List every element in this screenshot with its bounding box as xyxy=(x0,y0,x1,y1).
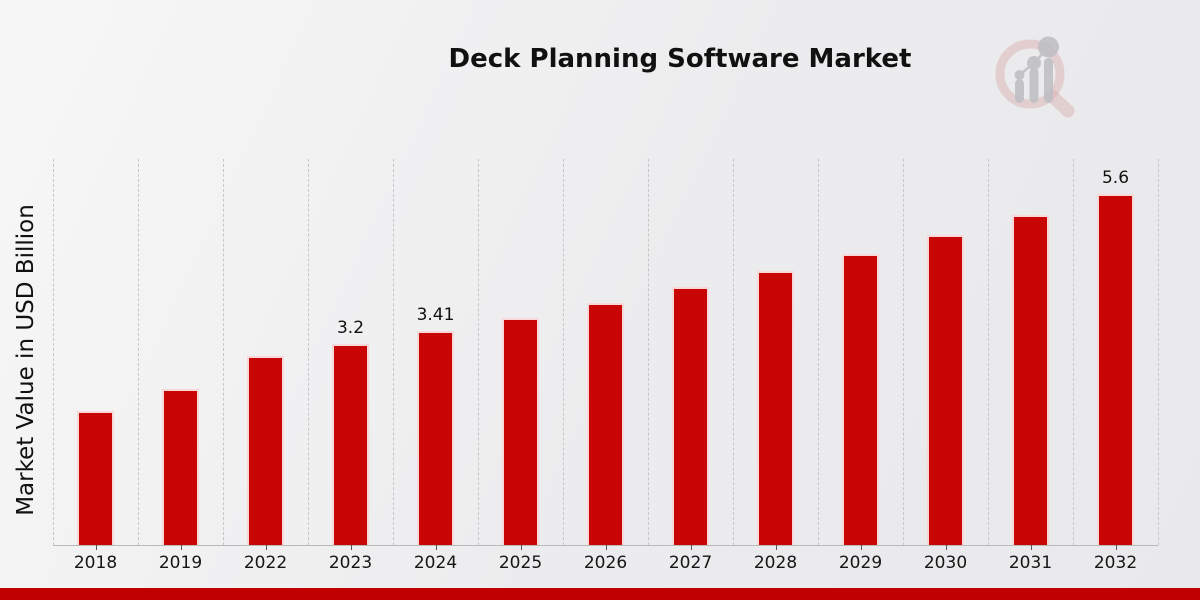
x-axis-tick-label: 2024 xyxy=(413,553,458,573)
gridline xyxy=(988,159,989,545)
gridline xyxy=(393,159,394,545)
bar-2023 xyxy=(332,344,369,545)
x-axis-tick-label: 2031 xyxy=(1008,553,1053,573)
x-axis-tick xyxy=(520,545,522,550)
bar-value-label: 3.41 xyxy=(416,305,455,325)
gridline xyxy=(478,159,479,545)
x-axis-tick xyxy=(1115,545,1117,550)
x-axis-tick xyxy=(180,545,182,550)
gridline xyxy=(733,159,734,545)
bar-2032 xyxy=(1097,194,1134,545)
gridline xyxy=(53,159,54,545)
bar-value-label: 5.6 xyxy=(1101,168,1130,188)
x-axis-tick xyxy=(690,545,692,550)
x-axis-tick-label: 2023 xyxy=(328,553,373,573)
gridline xyxy=(648,159,649,545)
gridline xyxy=(223,159,224,545)
x-axis-tick-label: 2029 xyxy=(838,553,883,573)
gridline xyxy=(308,159,309,545)
gridline xyxy=(818,159,819,545)
brand-logo-icon xyxy=(995,36,1075,118)
gridline xyxy=(1073,159,1074,545)
gridline xyxy=(138,159,139,545)
gridline xyxy=(1158,159,1159,545)
y-axis-label: Market Value in USD Billion xyxy=(13,204,39,516)
x-axis-tick-label: 2030 xyxy=(923,553,968,573)
x-axis-tick xyxy=(350,545,352,550)
x-axis-tick xyxy=(860,545,862,550)
x-axis-tick-label: 2032 xyxy=(1093,553,1138,573)
x-axis-tick-label: 2028 xyxy=(753,553,798,573)
bar-2026 xyxy=(587,303,624,545)
gridline xyxy=(563,159,564,545)
gridline xyxy=(903,159,904,545)
x-axis-tick xyxy=(1030,545,1032,550)
footer-accent-bar xyxy=(0,588,1200,600)
x-axis-tick-label: 2018 xyxy=(73,553,118,573)
bar-2025 xyxy=(502,318,539,545)
bar-2028 xyxy=(757,271,794,545)
bar-2022 xyxy=(247,356,284,545)
bar-2029 xyxy=(842,254,879,545)
bar-2018 xyxy=(77,411,114,545)
x-axis-tick-label: 2025 xyxy=(498,553,543,573)
bar-value-label: 3.2 xyxy=(336,318,365,338)
x-axis-tick xyxy=(605,545,607,550)
x-axis-tick xyxy=(435,545,437,550)
chart-title: Deck Planning Software Market xyxy=(448,44,912,74)
x-axis-tick-label: 2019 xyxy=(158,553,203,573)
x-axis-tick xyxy=(95,545,97,550)
x-axis-tick xyxy=(775,545,777,550)
magnifier-icon xyxy=(995,39,1075,118)
bar-2027 xyxy=(672,287,709,545)
x-axis-tick-label: 2026 xyxy=(583,553,628,573)
bar-2019 xyxy=(162,389,199,545)
x-axis-tick-label: 2022 xyxy=(243,553,288,573)
x-axis-tick xyxy=(265,545,267,550)
growth-bars-icon xyxy=(1014,36,1059,103)
bar-2030 xyxy=(927,235,964,545)
bar-chart-plot-area: 2018 2019 2022 3.2 2023 3.41 2024 2025 2026 2027 2… xyxy=(53,159,1159,573)
bar-2024 xyxy=(417,331,454,545)
x-axis-tick xyxy=(945,545,947,550)
bar-2031 xyxy=(1012,215,1049,545)
x-axis-tick-label: 2027 xyxy=(668,553,713,573)
